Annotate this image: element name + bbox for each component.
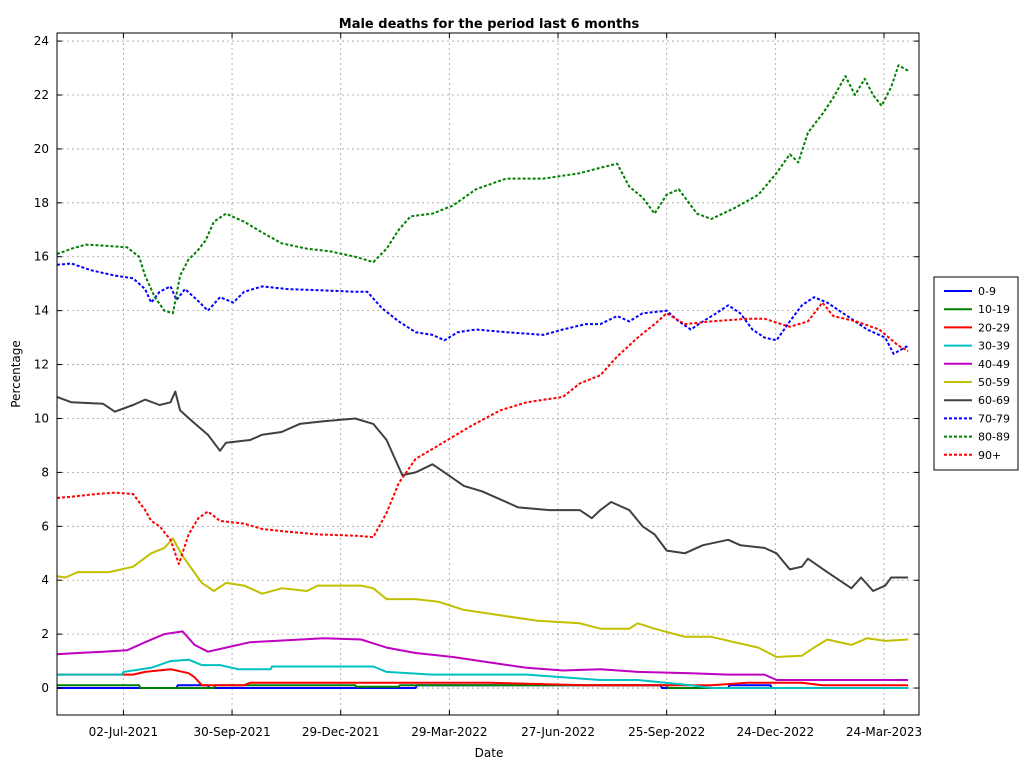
x-tick-label: 29-Mar-2022 [411,725,487,739]
legend: 0-9 10-19 20-29 30-39 40-49 50-59 60-69 70-79 80… [933,276,1019,471]
plot-frame [56,32,920,716]
chart-title: Male deaths for the period last 6 months [339,17,640,32]
grid [57,33,919,715]
y-tick-label: 22 [34,88,49,102]
y-tick-label: 2 [41,627,49,641]
x-tick-label: 24-Dec-2022 [736,725,814,739]
x-tick-label: 27-Jun-2022 [521,725,595,739]
y-tick-label: 0 [41,681,49,695]
series-line-20-29 [57,668,909,687]
legend-label: 50-59 [978,376,1010,389]
y-tick-label: 10 [34,411,49,425]
series-line-80-89 [56,64,909,315]
series-line-90+ [56,301,909,565]
legend-label: 30-39 [978,340,1010,353]
y-tick-label: 20 [34,142,49,156]
series-line-40-49 [56,630,909,681]
x-axis-title: Date [475,746,504,760]
legend-label: 60-69 [978,394,1010,407]
legend-label: 10-19 [978,303,1010,316]
legend-label: 70-79 [978,412,1010,425]
series-layer [56,64,909,689]
y-tick-label: 18 [34,196,49,210]
x-tick-label: 29-Dec-2021 [302,725,380,739]
y-tick-label: 4 [41,573,49,587]
x-tick-label: 25-Sep-2022 [628,725,705,739]
y-tick-label: 6 [41,519,49,533]
y-tick-label: 14 [34,304,49,318]
legend-label: 40-49 [978,358,1010,371]
series-line-30-39 [57,658,909,689]
y-tick-label: 24 [34,34,49,48]
x-tick-label: 24-Mar-2023 [846,725,922,739]
x-tick-label: 30-Sep-2021 [194,725,271,739]
legend-label: 0-9 [978,285,996,298]
y-axis-title: Percentage [9,340,23,408]
y-tick-label: 8 [41,465,49,479]
x-tick-label: 02-Jul-2021 [89,725,159,739]
legend-label: 90+ [978,449,1001,462]
x-axis: 02-Jul-2021 30-Sep-2021 29-Dec-2021 29-Mar-… [89,33,922,739]
series-line-60-69 [56,390,909,592]
legend-label: 20-29 [978,321,1010,334]
series-line-70-79 [56,262,909,355]
y-tick-label: 16 [34,250,49,264]
series-line-50-59 [56,537,909,658]
y-tick-label: 12 [34,358,49,372]
legend-label: 80-89 [978,431,1010,444]
